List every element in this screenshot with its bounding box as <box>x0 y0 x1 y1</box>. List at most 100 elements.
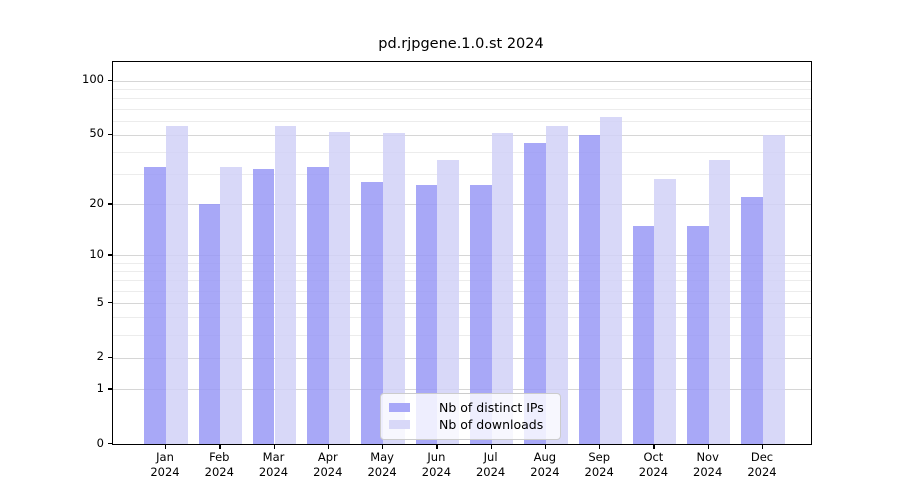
y-tick-mark <box>107 356 112 358</box>
bar-downloads <box>491 133 514 444</box>
x-tick-label: Sep 2024 <box>569 450 629 480</box>
x-tick-label: Dec 2024 <box>732 450 792 480</box>
x-tick-year: 2024 <box>530 465 560 479</box>
x-tick-mark <box>165 444 167 449</box>
x-tick-label: Oct 2024 <box>623 450 683 480</box>
x-tick-mark <box>599 444 601 449</box>
x-tick-mark <box>436 444 438 449</box>
x-tick-year: 2024 <box>693 465 723 479</box>
x-tick-year: 2024 <box>747 465 777 479</box>
legend-item-distinct-ips: Nb of distinct IPs <box>389 399 552 416</box>
gridline-minor <box>113 89 811 90</box>
y-tick-mark <box>107 443 112 445</box>
x-tick-mark <box>653 444 655 449</box>
x-tick-year: 2024 <box>313 465 343 479</box>
bar-downloads <box>274 125 297 444</box>
gridline-minor <box>113 120 811 122</box>
x-tick-label: Nov 2024 <box>678 450 738 480</box>
x-tick-month: Sep <box>588 450 611 464</box>
y-tick-mark <box>107 79 112 82</box>
x-tick-month: Apr <box>317 450 338 464</box>
bar-distinct-ips <box>632 225 655 444</box>
x-tick-year: 2024 <box>367 465 397 479</box>
bar-downloads <box>383 133 405 444</box>
gridline-minor <box>113 271 811 273</box>
x-tick-label: Feb 2024 <box>189 450 249 480</box>
x-tick-mark <box>327 444 330 449</box>
x-tick-month: Aug <box>533 450 557 464</box>
x-tick-mark <box>219 444 221 449</box>
legend-label-downloads: Nb of downloads <box>439 417 544 432</box>
gridline-major <box>113 134 811 136</box>
x-tick-label: Aug 2024 <box>515 450 575 480</box>
bar-distinct-ips <box>198 204 221 444</box>
bar-downloads <box>166 125 188 444</box>
bar-distinct-ips <box>524 142 546 444</box>
bar-downloads <box>437 159 460 444</box>
legend-swatch-downloads <box>389 420 410 429</box>
gridline-minor <box>113 262 811 264</box>
gridline-minor <box>113 151 811 153</box>
y-tick-label: 0 <box>96 435 104 450</box>
x-tick-label: Jul 2024 <box>461 450 521 480</box>
x-tick-year: 2024 <box>475 465 506 479</box>
bar-distinct-ips <box>578 134 601 444</box>
x-tick-label: Apr 2024 <box>298 450 358 480</box>
gridline-major <box>113 255 811 257</box>
legend-swatch-distinct-ips <box>389 403 410 412</box>
x-tick-year: 2024 <box>204 465 234 479</box>
x-tick-month: Jun <box>427 450 446 464</box>
gridline-minor <box>113 334 811 336</box>
x-tick-label: Mar 2024 <box>244 450 304 480</box>
y-tick-label: 50 <box>89 126 104 141</box>
bar-distinct-ips <box>361 181 384 444</box>
x-tick-month: May <box>370 450 394 464</box>
x-tick-month: Jan <box>156 450 174 464</box>
y-tick-label: 20 <box>89 195 104 210</box>
gridline-minor <box>113 98 811 100</box>
gridline-minor <box>113 173 811 175</box>
x-tick-month: Oct <box>643 450 664 464</box>
bar-distinct-ips <box>144 166 166 444</box>
gridline-minor <box>113 108 811 110</box>
gridline-major <box>113 389 811 391</box>
x-tick-month: Jul <box>483 450 498 464</box>
chart-title: pd.rjpgene.1.0.st 2024 <box>378 36 544 52</box>
x-tick-month: Feb <box>209 450 230 464</box>
y-tick-mark <box>107 133 112 135</box>
y-tick-label: 2 <box>96 349 104 363</box>
gridline-minor <box>113 290 811 292</box>
x-tick-month: Mar <box>262 450 285 464</box>
x-tick-year: 2024 <box>150 465 180 479</box>
legend-label-distinct-ips: Nb of distinct IPs <box>439 400 544 415</box>
y-tick-label: 10 <box>89 246 104 261</box>
gridline-minor <box>113 317 811 319</box>
bar-downloads <box>708 159 731 444</box>
x-tick-mark <box>707 444 709 449</box>
x-tick-year: 2024 <box>258 465 289 479</box>
bar-distinct-ips <box>307 166 329 444</box>
legend: Nb of distinct IPs Nb of downloads <box>380 393 561 440</box>
y-tick-label: 1 <box>96 380 104 395</box>
x-tick-mark <box>273 444 275 449</box>
bar-downloads <box>545 125 568 444</box>
bar-distinct-ips <box>252 168 275 444</box>
x-tick-month: Nov <box>696 450 719 464</box>
bar-distinct-ips <box>415 184 438 444</box>
gridline-major <box>113 80 811 82</box>
x-tick-label: Jun 2024 <box>406 450 466 480</box>
x-tick-year: 2024 <box>584 465 614 479</box>
legend-item-downloads: Nb of downloads <box>389 416 552 433</box>
x-tick-mark <box>762 444 764 449</box>
bar-downloads <box>654 179 677 444</box>
bar-distinct-ips <box>469 184 492 444</box>
gridline-major <box>113 303 811 304</box>
bar-downloads <box>763 134 785 444</box>
bar-downloads <box>220 166 242 444</box>
plot-area: Nb of distinct IPs Nb of downloads <box>112 61 812 445</box>
y-tick-mark <box>107 203 112 205</box>
bar-downloads <box>328 131 351 444</box>
x-tick-year: 2024 <box>421 465 452 479</box>
gridline-major <box>113 204 811 206</box>
